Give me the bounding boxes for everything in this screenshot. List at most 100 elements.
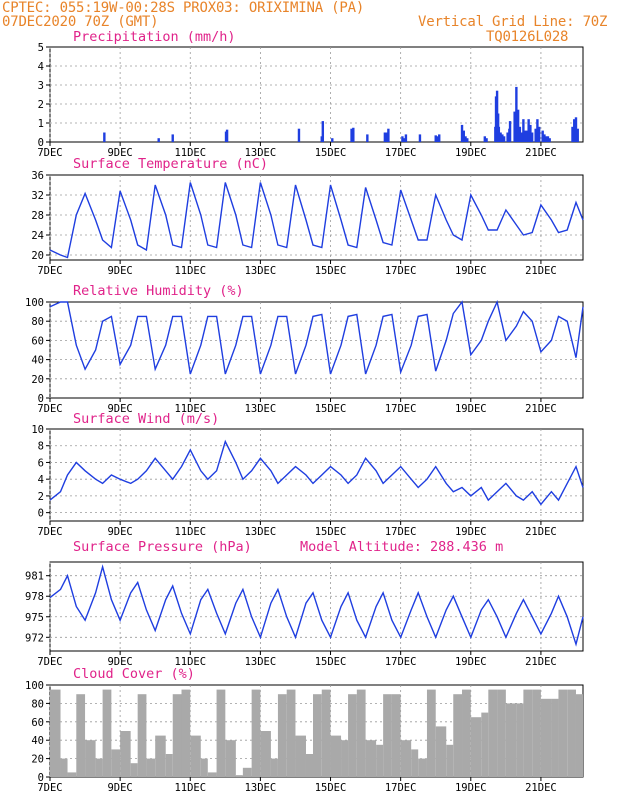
- precip-bar: [534, 128, 537, 142]
- y-tick-label: 20: [31, 250, 44, 262]
- cloud-bar: [111, 749, 121, 777]
- precip-bar: [502, 136, 506, 142]
- precip-bar: [366, 134, 369, 142]
- y-tick-label: 6: [38, 457, 44, 469]
- precip-bar: [383, 132, 387, 142]
- x-tick-label: 21DEC: [525, 656, 557, 668]
- precip-bar: [483, 136, 487, 142]
- cloud-bar: [155, 735, 166, 777]
- x-tick-label: 11DEC: [174, 656, 206, 668]
- precip-bar: [544, 136, 548, 142]
- cloud-bar: [295, 735, 306, 777]
- precip-bar: [103, 132, 106, 142]
- precip-bar: [529, 124, 532, 142]
- series-line: [49, 182, 584, 259]
- y-tick-label: 80: [31, 698, 44, 710]
- precip-bar: [466, 138, 469, 142]
- cloud-bar: [200, 758, 208, 777]
- panel-title: Surface Temperature (nC): [73, 156, 268, 172]
- y-tick-label: 0: [38, 393, 44, 405]
- cloud-bar: [435, 726, 447, 777]
- x-tick-label: 11DEC: [174, 782, 206, 794]
- precip-bar: [506, 132, 509, 142]
- precip-bar: [462, 130, 465, 142]
- precip-bar: [501, 134, 504, 142]
- precip-bar: [574, 117, 578, 142]
- cloud-bar: [540, 698, 552, 777]
- series-line: [49, 439, 584, 506]
- cloud-bar: [391, 694, 401, 777]
- cloud-bar: [130, 763, 138, 777]
- y-tick-label: 981: [25, 571, 44, 583]
- y-tick-label: 4: [38, 474, 44, 486]
- panel-title: Surface Wind (m/s): [73, 411, 219, 427]
- x-tick-label: 19DEC: [455, 782, 487, 794]
- x-tick-label: 21DEC: [525, 526, 557, 538]
- y-tick-label: 60: [31, 335, 44, 347]
- cloud-bar: [481, 712, 489, 777]
- cloud-bar: [418, 758, 427, 777]
- cloud-bar: [165, 754, 173, 777]
- precip-bar: [434, 135, 437, 142]
- plot-frame: [49, 301, 584, 399]
- cloud-bar: [286, 689, 296, 777]
- cloud-bar: [356, 689, 366, 777]
- series-line: [49, 299, 584, 375]
- cloud-bar: [348, 694, 357, 777]
- precip-bar: [464, 136, 467, 142]
- x-tick-label: 17DEC: [385, 656, 417, 668]
- precip-bar: [352, 127, 355, 142]
- cloud-bar: [50, 689, 61, 777]
- precip-bar: [546, 136, 550, 142]
- cloud-bar: [575, 694, 583, 777]
- x-tick-label: 15DEC: [315, 782, 347, 794]
- x-tick-label: 9DEC: [107, 147, 132, 159]
- header-run-time: 07DEC2020 70Z (GMT): [2, 14, 159, 30]
- x-tick-label: 21DEC: [525, 147, 557, 159]
- precip-bar: [520, 132, 523, 142]
- cloud-bar: [312, 694, 322, 777]
- precip-bar: [171, 134, 174, 142]
- cloud-bar: [411, 749, 419, 777]
- precip-bar: [508, 121, 512, 142]
- cloud-bar: [190, 735, 201, 777]
- panel-5: 972 975 978 981 7DEC 9DEC 11DEC 13DEC 15DEC 17DEC…: [25, 539, 584, 668]
- x-tick-label: 9DEC: [107, 656, 132, 668]
- plot-frame: [49, 46, 584, 143]
- cloud-bar: [305, 754, 313, 777]
- y-tick-label: 36: [31, 170, 44, 182]
- precip-bar: [402, 138, 406, 142]
- cloud-bar: [235, 775, 243, 777]
- precip-bar: [513, 111, 516, 142]
- x-tick-label: 21DEC: [525, 265, 557, 277]
- y-tick-label: 975: [25, 612, 44, 624]
- cloud-bar: [85, 740, 96, 777]
- cloud-bar: [365, 740, 377, 777]
- x-tick-label: 13DEC: [245, 265, 277, 277]
- y-tick-label: 4: [38, 61, 44, 73]
- cloud-bar: [242, 767, 252, 777]
- y-tick-label: 0: [38, 508, 44, 520]
- precip-bar: [418, 134, 422, 142]
- cloud-bar: [95, 758, 103, 777]
- x-tick-label: 19DEC: [455, 147, 487, 159]
- x-tick-label: 15DEC: [315, 147, 347, 159]
- panel-title: Relative Humidity (%): [73, 283, 244, 299]
- x-tick-label: 15DEC: [315, 265, 347, 277]
- y-tick-label: 100: [25, 680, 44, 692]
- y-tick-label: 3: [38, 80, 44, 92]
- precip-bar: [541, 130, 544, 142]
- x-tick-label: 7DEC: [37, 265, 62, 277]
- y-tick-label: 8: [38, 441, 44, 453]
- precip-bar: [157, 138, 160, 142]
- cloud-bar: [270, 758, 278, 777]
- precip-bar: [321, 121, 325, 142]
- precip-bar: [401, 136, 404, 142]
- x-tick-label: 7DEC: [37, 147, 62, 159]
- cloud-bar: [330, 735, 342, 777]
- x-tick-label: 7DEC: [37, 782, 62, 794]
- precip-bar: [460, 124, 464, 142]
- x-tick-label: 9DEC: [107, 782, 132, 794]
- precip-bar: [525, 130, 529, 142]
- precip-bar: [536, 119, 539, 142]
